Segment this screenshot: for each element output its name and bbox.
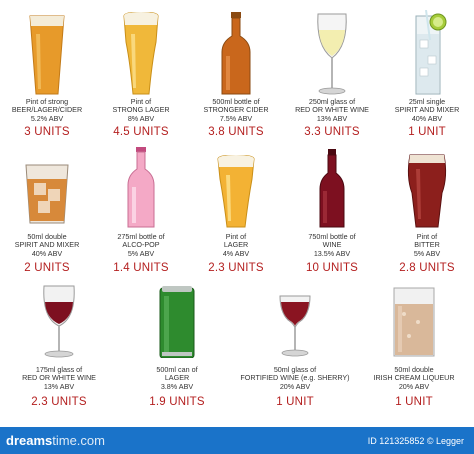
units-label: 3.8 UNITS bbox=[208, 126, 264, 138]
drink-lager-can: 500ml can of LAGER 3.8% ABV 1.9 UNITS bbox=[118, 282, 236, 422]
caption-line-3: 20% ABV bbox=[279, 381, 311, 391]
caption-line-1: 50ml glass of bbox=[273, 365, 317, 374]
drink-wine-bottle: 750ml bottle of WINE 13.5% ABV 10 UNITS bbox=[284, 145, 380, 277]
units-label: 1 UNIT bbox=[276, 396, 314, 408]
caption-line-2: LAGER bbox=[164, 373, 190, 383]
drink-bitter: Pint of BITTER 5% ABV 2.8 UNITS bbox=[380, 145, 474, 277]
drink-single-spirit-mixer: 25ml single SPIRIT AND MIXER 40% ABV 1 U… bbox=[380, 0, 474, 140]
caption-line-3: 3.8% ABV bbox=[160, 381, 194, 391]
units-label: 2.3 UNITS bbox=[31, 396, 87, 408]
cider-bottle-icon bbox=[221, 12, 251, 95]
units-label: 1.4 UNITS bbox=[113, 262, 169, 274]
caption-line-3: 5% ABV bbox=[413, 248, 441, 258]
white-wine-glass-icon bbox=[317, 13, 347, 95]
site-logo[interactable]: dreamstime.com bbox=[6, 433, 105, 448]
caption-line-1: 500ml bottle of bbox=[212, 97, 260, 106]
drink-wine-175ml: 175ml glass of RED OR WHITE WINE 13% ABV… bbox=[0, 282, 118, 422]
pint-glass-icon bbox=[29, 15, 65, 95]
units-label: 4.5 UNITS bbox=[113, 126, 169, 138]
sherry-glass-icon bbox=[279, 295, 311, 357]
caption-line-3: 4% ABV bbox=[222, 248, 250, 258]
watermark-bar: dreamstime.com ID 121325852 © Legger bbox=[0, 427, 474, 454]
caption-line-2: STRONGER CIDER bbox=[203, 105, 269, 115]
caption-line-3: 13.5% ABV bbox=[313, 248, 351, 258]
caption-line-3: 13% ABV bbox=[316, 113, 348, 123]
logo-main: dreams bbox=[6, 433, 53, 448]
drink-alco-pop: 275ml bottle of ALCO-POP 5% ABV 1.4 UNIT… bbox=[94, 145, 188, 277]
units-label: 2.8 UNITS bbox=[399, 262, 455, 274]
drink-double-spirit-mixer: 50ml double SPIRIT AND MIXER 40% ABV 2 U… bbox=[0, 145, 94, 277]
caption-line-2: STRONG LAGER bbox=[112, 105, 170, 115]
units-label: 1 UNIT bbox=[408, 126, 446, 138]
caption-line-2: BEER/LAGER/CIDER bbox=[11, 105, 83, 115]
drink-irish-cream: 50ml double IRISH CREAM LIQUEUR 20% ABV … bbox=[354, 282, 474, 422]
units-label: 3 UNITS bbox=[24, 126, 70, 138]
caption-line-2: WINE bbox=[322, 240, 342, 250]
caption-line-1: 500ml can of bbox=[156, 365, 198, 374]
caption-line-1: 175ml glass of bbox=[35, 365, 83, 374]
caption-line-3: 13% ABV bbox=[43, 381, 75, 391]
drink-stronger-cider: 500ml bottle of STRONGER CIDER 7.5% ABV … bbox=[188, 0, 284, 140]
red-wine-glass-icon bbox=[43, 285, 75, 358]
caption-line-1: 50ml double bbox=[394, 365, 434, 374]
units-label: 3.3 UNITS bbox=[304, 126, 360, 138]
caption-line-2: ALCO-POP bbox=[122, 240, 160, 250]
highball-glass-icon bbox=[415, 10, 447, 95]
caption-line-2: LAGER bbox=[223, 240, 249, 250]
caption-line-2: RED OR WHITE WINE bbox=[295, 105, 369, 115]
drink-strong-lager: Pint of STRONG LAGER 8% ABV 4.5 UNITS bbox=[94, 0, 188, 140]
caption-line-1: Pint of bbox=[416, 232, 438, 241]
logo-tail: time.com bbox=[52, 433, 105, 448]
tall-glass-icon bbox=[393, 287, 435, 357]
caption-line-3: 7.5% ABV bbox=[219, 113, 253, 123]
lager-glass-icon bbox=[123, 12, 159, 95]
caption-line-2: SPIRIT AND MIXER bbox=[14, 240, 80, 250]
units-label: 2.3 UNITS bbox=[208, 262, 264, 274]
image-id-credit: ID 121325852 © Legger bbox=[367, 436, 464, 446]
bitter-pint-icon bbox=[407, 154, 447, 228]
tumbler-glass-icon bbox=[25, 164, 69, 224]
caption-line-3: 5% ABV bbox=[127, 248, 155, 258]
caption-line-2: RED OR WHITE WINE bbox=[22, 373, 96, 383]
wine-bottle-icon bbox=[319, 149, 345, 228]
units-label: 2 UNITS bbox=[24, 262, 70, 274]
caption-line-3: 5.2% ABV bbox=[30, 113, 64, 123]
caption-line-1: 50ml double bbox=[27, 232, 67, 241]
drink-lager: Pint of LAGER 4% ABV 2.3 UNITS bbox=[188, 145, 284, 277]
caption-line-2: BITTER bbox=[414, 240, 440, 250]
caption-line-3: 20% ABV bbox=[398, 381, 430, 391]
caption-line-2: FORTIFIED WINE (e.g. SHERRY) bbox=[240, 373, 350, 383]
units-label: 1 UNIT bbox=[395, 396, 433, 408]
drink-strong-beer: Pint of strong BEER/LAGER/CIDER 5.2% ABV… bbox=[0, 0, 94, 140]
caption-line-3: 40% ABV bbox=[31, 248, 63, 258]
caption-line-3: 40% ABV bbox=[411, 113, 443, 123]
alcopop-bottle-icon bbox=[127, 147, 155, 228]
units-label: 10 UNITS bbox=[305, 262, 359, 274]
drink-wine-250ml: 250ml glass of RED OR WHITE WINE 13% ABV… bbox=[284, 0, 380, 140]
caption-line-3: 8% ABV bbox=[127, 113, 155, 123]
drink-fortified-wine: 50ml glass of FORTIFIED WINE (e.g. SHERR… bbox=[236, 282, 354, 422]
lager-pint-icon bbox=[217, 155, 255, 228]
caption-line-2: SPIRIT AND MIXER bbox=[394, 105, 460, 115]
caption-line-1: Pint of bbox=[130, 97, 152, 106]
caption-line-2: IRISH CREAM LIQUEUR bbox=[373, 373, 455, 383]
caption-line-1: 250ml glass of bbox=[308, 97, 356, 106]
lager-can-icon bbox=[159, 286, 195, 358]
caption-line-1: Pint of bbox=[225, 232, 247, 241]
caption-line-1: Pint of strong bbox=[25, 97, 69, 106]
caption-line-1: 25ml single bbox=[408, 97, 446, 106]
units-label: 1.9 UNITS bbox=[149, 396, 205, 408]
caption-line-1: 750ml bottle of bbox=[308, 232, 356, 241]
caption-line-1: 275ml bottle of bbox=[117, 232, 165, 241]
